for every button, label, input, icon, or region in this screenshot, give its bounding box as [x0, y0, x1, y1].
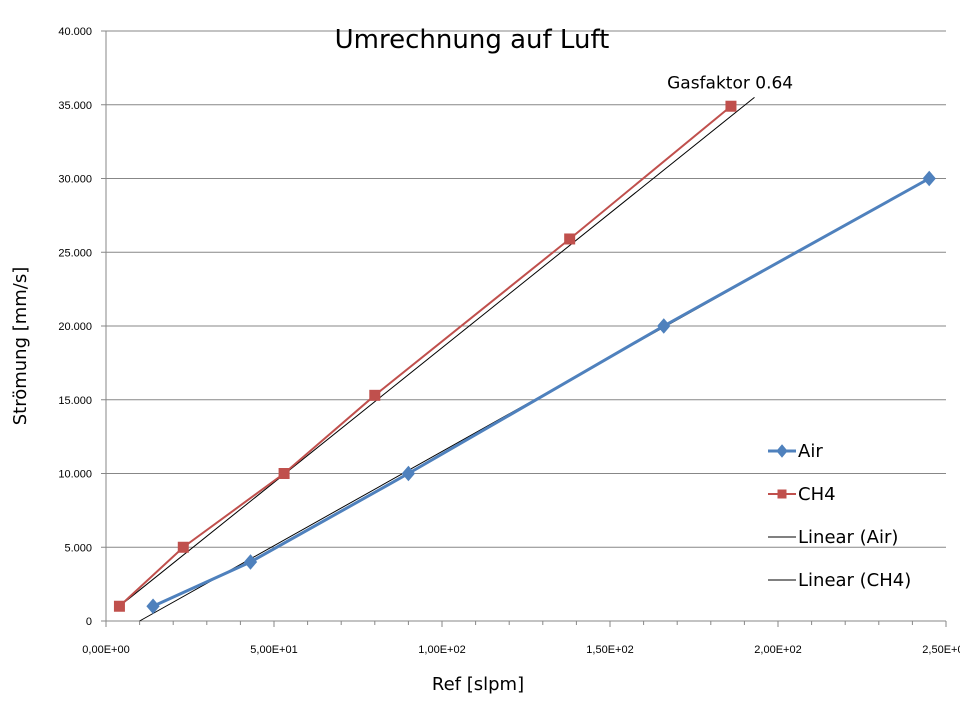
legend-item-0: Air [768, 441, 823, 462]
legend-swatch-marker-0 [776, 444, 788, 458]
legend: Air CH4 Linear (Air) Linear (CH4) [768, 441, 911, 591]
data-point-1-1 [177, 541, 189, 553]
data-point-0-4 [922, 170, 936, 187]
y-tick-label-4: 20.000 [58, 321, 92, 333]
legend-item-2: Linear (Air) [768, 527, 898, 548]
y-tick-label-6: 30.000 [58, 174, 92, 186]
x-tick-label-3: 1,50E+02 [586, 644, 633, 656]
y-tick-label-3: 15.000 [58, 395, 92, 407]
data-point-1-0 [113, 600, 125, 612]
data-point-1-4 [564, 233, 576, 245]
data-point-1-2 [278, 468, 290, 479]
data-point-0-3 [657, 318, 671, 334]
trendline-1 [119, 96, 755, 607]
y-tick-label-7: 35.000 [58, 100, 92, 112]
annotation-0: Gasfaktor 0.64 [667, 74, 793, 94]
x-tick-label-5: 2,50E+02 [922, 644, 960, 656]
series [113, 100, 936, 615]
chart-title: Umrechnung auf Luft [335, 25, 610, 55]
legend-label-2: Linear (Air) [798, 527, 898, 548]
y-tick-label-8: 40.000 [58, 26, 92, 38]
legend-label-0: Air [798, 441, 823, 462]
x-tick-label-1: 5,00E+01 [250, 644, 297, 656]
y-tick-label-0: 0 [86, 616, 92, 628]
x-axis-title: Ref [slpm] [432, 674, 524, 695]
x-tick-label-0: 0,00E+00 [82, 644, 129, 656]
y-axis-title: Strömung [mm/s] [10, 267, 31, 426]
data-point-0-2 [401, 465, 416, 482]
data-point-1-3 [369, 389, 381, 401]
legend-label-1: CH4 [798, 484, 836, 505]
y-tick-label-2: 10.000 [58, 469, 92, 481]
data-point-1-5 [725, 100, 737, 112]
x-tick-label-2: 1,00E+02 [418, 644, 465, 656]
annotations: Gasfaktor 0.64 [667, 74, 793, 94]
data-point-0-0 [146, 598, 160, 615]
legend-item-1: CH4 [768, 484, 836, 505]
gridlines [106, 30, 946, 548]
y-tick-label-1: 5.000 [64, 542, 92, 554]
legend-swatch-marker-1 [777, 489, 787, 499]
y-tick-labels: 0 5.000 10.000 15.000 20.000 25.000 30.000 35.0… [58, 26, 92, 628]
series-ch4 [113, 100, 737, 612]
axes [101, 30, 947, 627]
y-tick-label-5: 25.000 [58, 247, 92, 259]
data-point-0-1 [243, 554, 258, 570]
x-tick-labels: 0,00E+00 5,00E+01 1,00E+02 1,50E+02 2,00E+02… [82, 644, 960, 656]
legend-item-3: Linear (CH4) [768, 570, 911, 591]
x-tick-label-4: 2,00E+02 [754, 644, 801, 656]
legend-label-3: Linear (CH4) [798, 570, 911, 591]
series-air [146, 170, 936, 615]
series-line-1 [118, 105, 732, 607]
